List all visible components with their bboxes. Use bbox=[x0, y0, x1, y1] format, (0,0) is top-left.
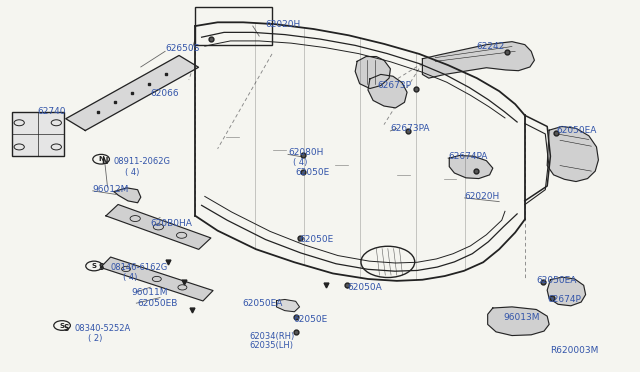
Text: S: S bbox=[63, 324, 68, 333]
Text: 62050EA: 62050EA bbox=[536, 276, 577, 285]
Bar bbox=[195, 7, 272, 45]
Text: 62050E: 62050E bbox=[299, 235, 333, 244]
Bar bbox=[12, 112, 64, 156]
Polygon shape bbox=[66, 55, 198, 131]
Text: 62674PA: 62674PA bbox=[448, 152, 488, 161]
Text: 620B0HA: 620B0HA bbox=[150, 219, 192, 228]
Text: ( 2): ( 2) bbox=[88, 334, 102, 343]
Polygon shape bbox=[114, 188, 141, 203]
Text: 08340-5252A: 08340-5252A bbox=[75, 324, 131, 333]
Text: N: N bbox=[98, 156, 104, 162]
Text: S: S bbox=[99, 263, 104, 272]
Text: 62673P: 62673P bbox=[378, 81, 412, 90]
Text: ( 4): ( 4) bbox=[123, 273, 137, 282]
Polygon shape bbox=[106, 205, 211, 249]
Text: ( 4): ( 4) bbox=[125, 169, 139, 177]
Text: 96012M: 96012M bbox=[93, 185, 129, 194]
Text: 62050EB: 62050EB bbox=[138, 299, 178, 308]
Text: 62673PA: 62673PA bbox=[390, 124, 430, 133]
Text: 62020H: 62020H bbox=[465, 192, 500, 201]
Polygon shape bbox=[449, 155, 493, 179]
Polygon shape bbox=[488, 307, 549, 336]
Polygon shape bbox=[547, 126, 598, 182]
Polygon shape bbox=[100, 257, 213, 301]
Polygon shape bbox=[422, 42, 534, 78]
Polygon shape bbox=[355, 57, 390, 89]
Text: 08146-6162G: 08146-6162G bbox=[110, 263, 167, 272]
Text: 62674P: 62674P bbox=[547, 295, 581, 304]
Text: 08911-2062G: 08911-2062G bbox=[113, 157, 170, 166]
Text: ( 4): ( 4) bbox=[293, 158, 307, 167]
Text: 62050EA: 62050EA bbox=[557, 126, 597, 135]
Polygon shape bbox=[276, 299, 300, 312]
Polygon shape bbox=[368, 74, 407, 108]
Text: 62035(LH): 62035(LH) bbox=[250, 341, 294, 350]
Text: 62740: 62740 bbox=[37, 107, 66, 116]
Text: 96013M: 96013M bbox=[503, 313, 540, 322]
Text: 62020H: 62020H bbox=[266, 20, 301, 29]
Text: 62050E: 62050E bbox=[296, 168, 330, 177]
Text: S: S bbox=[60, 323, 65, 328]
Text: 62242: 62242 bbox=[477, 42, 505, 51]
Text: 62066: 62066 bbox=[150, 89, 179, 97]
Text: 62080H: 62080H bbox=[288, 148, 323, 157]
Text: 62034(RH): 62034(RH) bbox=[250, 332, 295, 341]
Text: N: N bbox=[101, 157, 108, 166]
Text: 62650S: 62650S bbox=[165, 44, 200, 53]
Text: 62050EA: 62050EA bbox=[242, 299, 282, 308]
Text: 62050A: 62050A bbox=[348, 283, 382, 292]
Text: 62050E: 62050E bbox=[293, 315, 328, 324]
Text: R620003M: R620003M bbox=[550, 346, 599, 355]
Polygon shape bbox=[547, 277, 586, 306]
Text: S: S bbox=[92, 263, 97, 269]
Text: 96011M: 96011M bbox=[131, 288, 168, 296]
